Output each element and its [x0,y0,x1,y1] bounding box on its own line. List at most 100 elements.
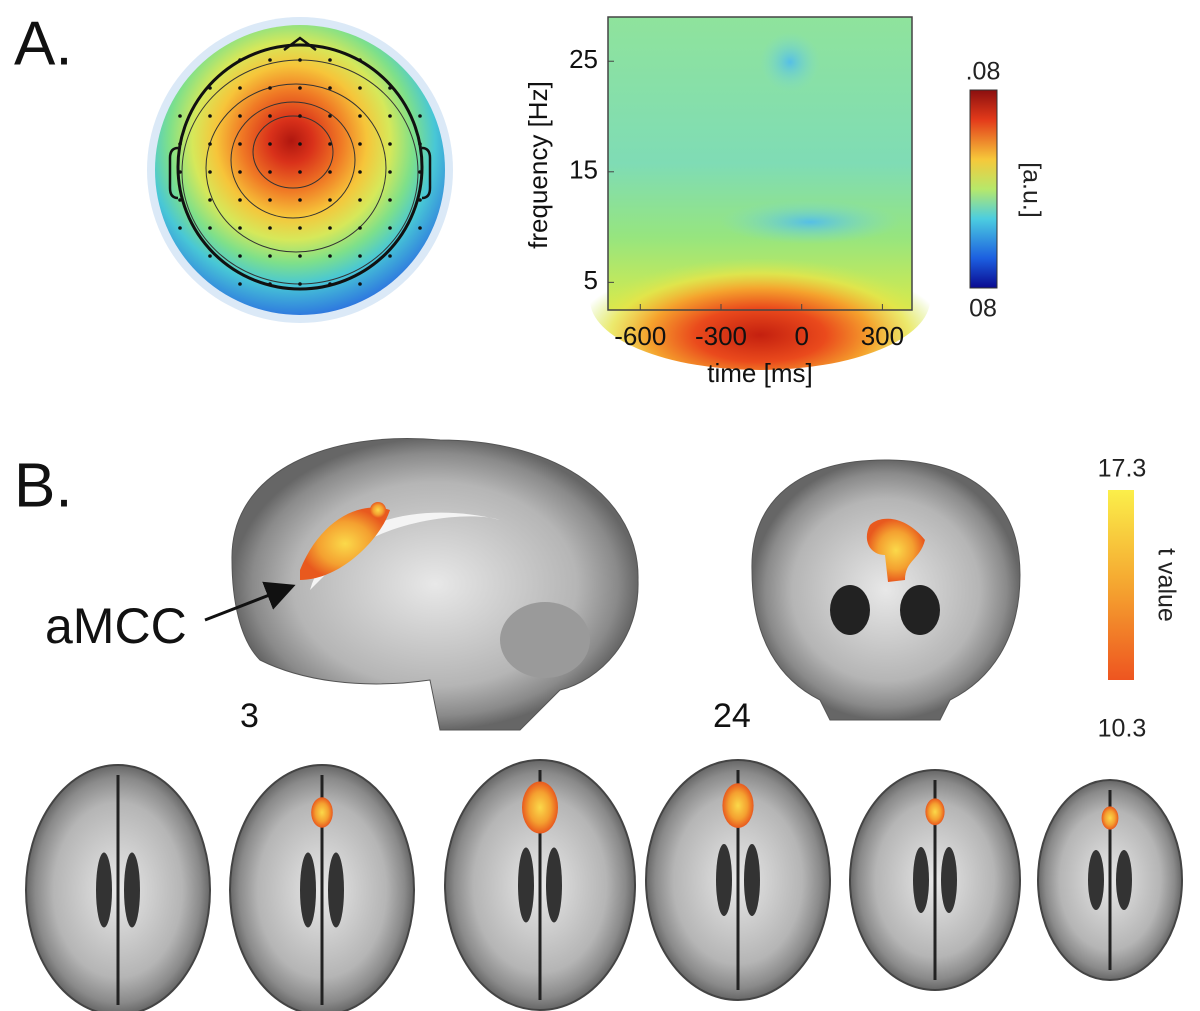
electrode [208,170,212,174]
electrode [238,198,242,202]
electrode [418,198,422,202]
x-tick-label: 0 [794,321,808,351]
electrode [208,114,212,118]
electrode [208,86,212,90]
electrode [178,226,182,230]
electrode [358,114,362,118]
ventricle [518,847,534,923]
arrow [204,581,296,622]
x-axis-label: time [ms] [707,358,812,388]
electrode [238,282,242,286]
y-tick-label: 15 [569,155,598,185]
electrode [328,198,332,202]
electrode [208,142,212,146]
electrode [418,142,422,146]
panel-label: A. [14,9,73,78]
activation [311,797,333,828]
electrode [238,86,242,90]
electrode [268,282,272,286]
electrode [388,170,392,174]
electrode [298,254,302,258]
electrode [268,170,272,174]
x-tick-label: -300 [695,321,747,351]
slice-number: 24 [713,697,751,735]
electrode [298,198,302,202]
electrode [358,170,362,174]
electrode [298,86,302,90]
electrode [298,226,302,230]
electrode [238,142,242,146]
time-frequency-plot [590,16,930,370]
electrode [358,198,362,202]
colorbar-label: t value [1152,548,1180,622]
ventricle [328,852,344,928]
activation [722,783,754,828]
y-tick-label: 5 [584,265,598,295]
electrode [238,58,242,62]
topomap [147,17,453,323]
annotation: aMCC [45,598,187,654]
electrode [238,170,242,174]
electrode [328,114,332,118]
electrode [178,198,182,202]
electrode [268,254,272,258]
ventricle [124,852,140,928]
ventricle [1088,850,1104,910]
electrode [178,142,182,146]
activation [1101,806,1119,830]
sagittal-brain [231,438,639,731]
ventricle [941,847,957,913]
electrode [268,198,272,202]
activation [522,781,558,834]
electrode [178,170,182,174]
y-axis-label: frequency [Hz] [523,81,553,249]
colorbar-label: [a.u.] [1017,162,1045,218]
electrode [358,282,362,286]
electrode [208,226,212,230]
electrode [358,58,362,62]
electrode [358,254,362,258]
x-tick-label: 300 [861,321,904,351]
electrode [298,114,302,118]
colorbar [1108,490,1134,680]
electrode [238,226,242,230]
ventricle [913,847,929,913]
electrode [208,254,212,258]
electrode [328,170,332,174]
electrode [268,58,272,62]
electrode [238,114,242,118]
electrode [268,86,272,90]
electrode [328,226,332,230]
ventricle [96,852,112,928]
electrode [268,142,272,146]
electrode [298,282,302,286]
electrode [208,198,212,202]
electrode [418,226,422,230]
panel-label: B. [14,451,73,520]
y-tick-label: 25 [569,44,598,74]
electrode [328,254,332,258]
ventricle [546,847,562,923]
electrode [418,170,422,174]
electrode [358,86,362,90]
electrode [328,142,332,146]
electrode [268,114,272,118]
ventricle [300,852,316,928]
electrode [238,254,242,258]
electrode [388,198,392,202]
ventricle [716,844,732,916]
electrode [298,58,302,62]
colorbar-min: 08 [969,295,997,323]
coronal-brain [751,459,1021,721]
x-tick-label: -600 [614,321,666,351]
electrode [388,86,392,90]
axial-slices [25,759,1183,1011]
colorbar-min: 10.3 [1098,715,1147,743]
ventricle [1116,850,1132,910]
electrode [388,226,392,230]
electrode [358,226,362,230]
electrode [268,226,272,230]
electrode [298,142,302,146]
slice-number: 3 [240,697,259,735]
